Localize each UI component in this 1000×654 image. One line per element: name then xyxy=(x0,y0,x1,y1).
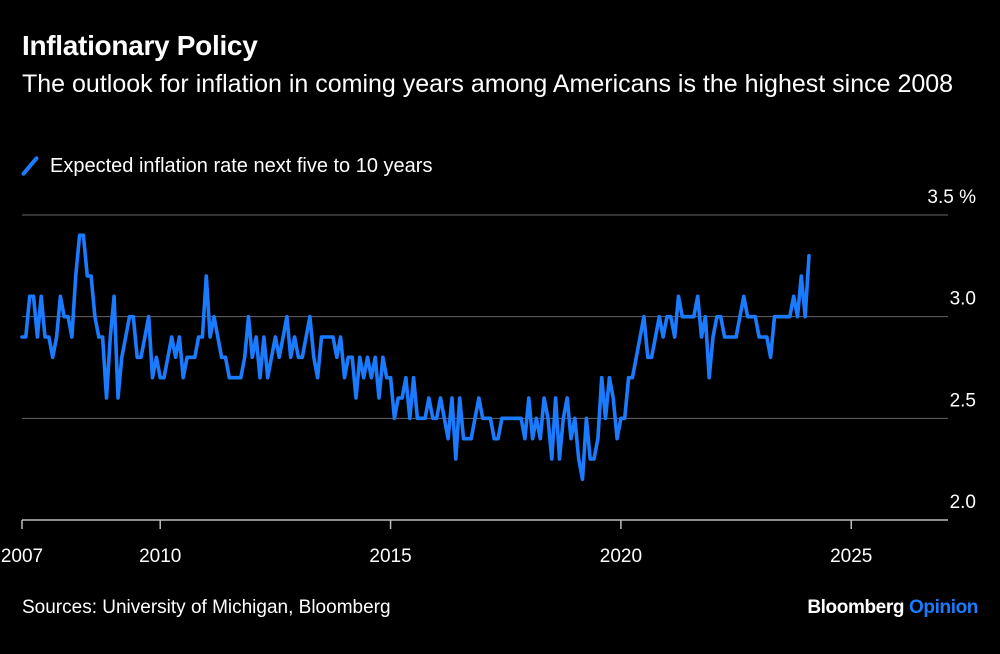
series-line xyxy=(20,233,811,482)
y-tick-label: 3.5 % xyxy=(927,187,976,208)
x-tick-label: 2020 xyxy=(600,546,642,567)
x-tick-label: 2025 xyxy=(830,546,872,567)
x-tick-label: 2010 xyxy=(139,546,181,567)
brand-accent: Opinion xyxy=(909,597,978,618)
chart-subtitle: The outlook for inflation in coming year… xyxy=(22,70,954,98)
source-note: Sources: University of Michigan, Bloombe… xyxy=(22,597,391,618)
x-tick-label: 2015 xyxy=(369,546,411,567)
chart-title: Inflationary Policy xyxy=(22,30,258,61)
y-tick-label: 2.0 xyxy=(950,492,976,513)
y-tick-label: 3.0 xyxy=(950,289,976,310)
brand-logo: Bloomberg Opinion xyxy=(807,597,978,619)
legend: Expected inflation rate next five to 10 … xyxy=(22,153,432,179)
x-tick-label: 2007 xyxy=(1,546,43,567)
y-tick-label: 2.5 xyxy=(950,390,976,411)
brand-name: Bloomberg xyxy=(807,597,905,618)
legend-label: Expected inflation rate next five to 10 … xyxy=(50,154,433,177)
